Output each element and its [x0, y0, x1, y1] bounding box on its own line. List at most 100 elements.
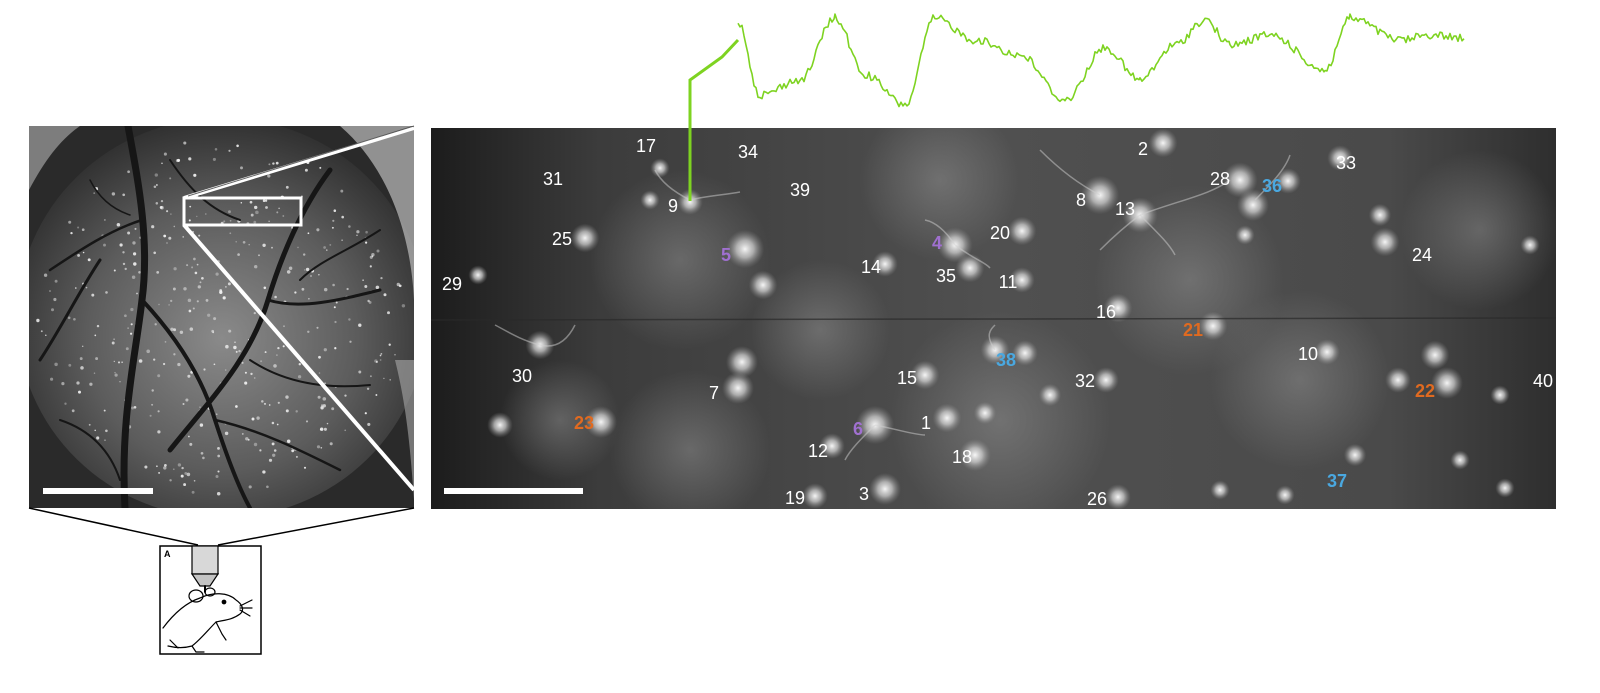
speckle	[272, 453, 276, 457]
speckle	[223, 220, 226, 223]
inset-connector-right	[217, 507, 415, 546]
speckle	[196, 215, 198, 218]
neuron-soma	[1210, 480, 1230, 500]
cell-label-29: 29	[442, 274, 462, 294]
speckle	[371, 252, 375, 257]
speckle	[234, 341, 236, 344]
speckle	[323, 246, 326, 249]
speckle	[179, 330, 184, 335]
speckle	[121, 361, 123, 363]
speckle	[380, 276, 383, 280]
speckle	[87, 258, 91, 262]
neuron-soma	[677, 189, 703, 215]
speckle	[255, 210, 259, 215]
speckle	[332, 283, 335, 287]
cell-label-38: 38	[996, 350, 1016, 370]
speckle	[89, 382, 93, 386]
speckle	[153, 185, 157, 188]
speckle	[166, 210, 169, 213]
speckle	[96, 436, 100, 440]
speckle	[396, 282, 400, 287]
speckle	[303, 466, 307, 469]
cell-label-33: 33	[1336, 153, 1356, 173]
speckle	[375, 360, 378, 363]
neuron-soma	[872, 251, 898, 277]
speckle	[157, 430, 161, 434]
speckle	[114, 373, 118, 377]
speckle	[235, 240, 237, 243]
speckle	[94, 334, 97, 337]
speckle	[394, 353, 396, 356]
neuron-soma	[959, 439, 991, 471]
speckle	[358, 323, 362, 327]
speckle	[369, 375, 372, 378]
cell-label-37: 37	[1327, 471, 1347, 491]
speckle	[358, 370, 362, 374]
speckle	[51, 308, 54, 312]
cell-label-20: 20	[990, 223, 1010, 243]
speckle	[238, 349, 241, 353]
cell-label-9: 9	[668, 196, 678, 216]
speckle	[68, 220, 72, 224]
speckle	[164, 464, 167, 467]
zoom-line-top	[183, 126, 415, 200]
speckle	[273, 449, 277, 452]
speckle	[379, 359, 382, 361]
speckle	[157, 374, 161, 378]
speckle	[188, 309, 192, 313]
haze-blob	[500, 360, 620, 480]
cell-label-32: 32	[1075, 371, 1095, 391]
speckle	[172, 287, 176, 291]
speckle	[212, 331, 215, 334]
speckle	[245, 437, 249, 441]
speckle	[54, 279, 58, 283]
speckle	[225, 286, 227, 288]
neuron-soma	[640, 190, 660, 210]
speckle	[113, 360, 116, 363]
speckle	[331, 226, 334, 229]
speckle	[188, 219, 191, 222]
speckle	[169, 479, 172, 482]
cell-label-40: 40	[1533, 371, 1553, 391]
calcium-trace	[737, 13, 1465, 108]
speckle	[205, 298, 209, 302]
speckle	[335, 301, 338, 304]
speckle	[82, 251, 85, 254]
speckle	[274, 295, 277, 299]
speckle	[214, 148, 218, 151]
neuron-soma	[819, 433, 845, 459]
speckle	[134, 227, 137, 230]
speckle	[187, 374, 191, 378]
speckle	[362, 279, 364, 281]
speckle	[183, 287, 187, 291]
speckle	[240, 166, 243, 170]
speckle	[217, 446, 220, 450]
speckle	[158, 471, 161, 474]
speckle	[276, 211, 279, 214]
neuron-soma	[1520, 235, 1540, 255]
cell-label-19: 19	[785, 488, 805, 508]
speckle	[304, 168, 308, 172]
speckle	[253, 264, 258, 269]
speckle	[163, 466, 167, 470]
speckle	[323, 287, 328, 292]
speckle	[95, 357, 99, 361]
speckle	[322, 404, 326, 408]
speckle	[295, 410, 298, 413]
speckle	[298, 363, 301, 366]
speckle	[191, 490, 195, 494]
cell-label-35: 35	[936, 266, 956, 286]
neuron-soma	[1420, 340, 1450, 370]
speckle	[346, 287, 349, 291]
speckle	[307, 330, 310, 334]
stitch-seam	[431, 317, 1556, 321]
speckle	[173, 267, 177, 271]
speckle	[132, 252, 137, 256]
neuron-soma	[1490, 385, 1510, 405]
speckle	[215, 272, 219, 276]
haze-blob	[750, 260, 890, 400]
speckle	[154, 323, 157, 326]
haze-blob	[1400, 150, 1556, 310]
cell-label-13: 13	[1115, 199, 1135, 219]
